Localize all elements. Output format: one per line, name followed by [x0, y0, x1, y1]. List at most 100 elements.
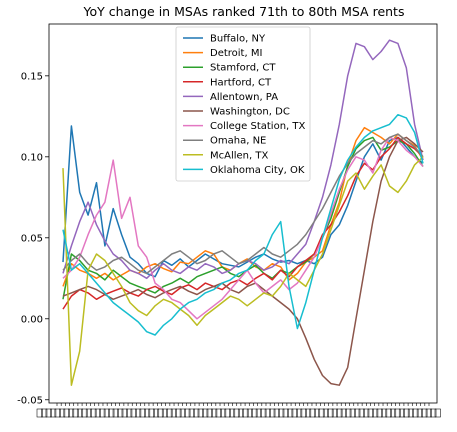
- x-tick-label-glyph: [363, 408, 370, 418]
- x-tick-label-glyph: [390, 408, 397, 418]
- x-tick-label-glyph: [255, 408, 262, 418]
- x-tick-label-glyph: [59, 408, 66, 418]
- x-tick-label-glyph: [81, 408, 88, 418]
- x-tick-label-glyph: [273, 408, 280, 418]
- x-tick-label-glyph: [108, 408, 115, 418]
- x-tick-label-glyph: [68, 408, 75, 418]
- x-tick-label-glyph: [318, 408, 325, 418]
- x-tick-label-glyph: [367, 408, 374, 418]
- x-tick-label-glyph: [376, 408, 383, 418]
- x-tick-label-glyph: [36, 408, 43, 418]
- x-tick-label-glyph: [264, 408, 271, 418]
- series-line-10: [62, 113, 424, 336]
- x-tick-label-glyph: [148, 408, 155, 418]
- x-tick-label-glyph: [331, 408, 338, 418]
- x-tick-label-glyph: [99, 408, 106, 418]
- series-layer: [62, 39, 424, 386]
- x-tick-label-glyph: [41, 408, 48, 418]
- x-tick-label-glyph: [345, 408, 352, 418]
- y-tick-label: 0.00: [21, 314, 43, 325]
- x-tick-label-glyph: [291, 408, 298, 418]
- x-tick-label-glyph: [112, 408, 119, 418]
- x-tick-label-glyph: [50, 408, 57, 418]
- legend-label: Washington, DC: [210, 107, 290, 118]
- series-line-6: [62, 136, 424, 386]
- x-tick-label-glyph: [90, 408, 97, 418]
- y-tick-label: -0.05: [17, 395, 43, 406]
- x-tick-label-glyph: [412, 408, 419, 418]
- x-tick-label-glyph: [188, 408, 195, 418]
- x-tick-label-glyph: [282, 408, 289, 418]
- x-tick-label-glyph: [152, 408, 160, 418]
- x-tick-label-glyph: [407, 408, 414, 418]
- axes-layer: -0.05 0.00 0.05 0.10 0.15: [17, 23, 441, 418]
- chart-title: YoY change in MSAs ranked 71th to 80th M…: [83, 4, 405, 19]
- series-line-3: [62, 136, 424, 300]
- x-tick-label-glyph: [246, 408, 253, 418]
- legend-label: Detroit, MI: [210, 48, 262, 59]
- y-tick-label: 0.05: [21, 233, 43, 244]
- x-tick-label-glyph: [126, 408, 133, 418]
- x-tick-label-glyph: [381, 408, 388, 418]
- x-tick-label-glyph: [237, 408, 245, 418]
- x-tick-label-glyph: [372, 408, 379, 418]
- x-tick-label-glyph: [45, 408, 52, 418]
- x-tick-label-glyph: [327, 408, 334, 418]
- legend-label: McAllen, TX: [210, 150, 268, 161]
- series-line-7: [62, 136, 424, 320]
- x-tick-label-glyph: [157, 408, 164, 418]
- x-tick-label-glyph: [72, 408, 79, 418]
- x-tick-label-glyph: [296, 408, 303, 418]
- legend-label: Stamford, CT: [210, 63, 276, 74]
- x-tick-label-glyph: [425, 408, 432, 418]
- x-tick-label-glyph: [170, 408, 177, 418]
- x-tick-label-glyph: [94, 408, 101, 418]
- x-tick-label-glyph: [211, 408, 218, 418]
- legend-label: Omaha, NE: [210, 136, 266, 147]
- x-tick-label-glyph: [202, 408, 209, 418]
- x-tick-label-glyph: [421, 408, 428, 418]
- x-tick-label-glyph: [305, 408, 312, 418]
- x-tick-label-glyph: [403, 408, 410, 418]
- x-tick-label-glyph: [166, 408, 173, 418]
- x-tick-label-glyph: [233, 408, 240, 418]
- x-tick-label-glyph: [117, 408, 124, 418]
- x-tick-label-glyph: [394, 408, 401, 418]
- x-tick-label-glyph: [229, 408, 236, 418]
- x-tick-label-glyph: [161, 408, 168, 418]
- x-tick-label-glyph: [63, 408, 70, 418]
- x-tick-label-glyph: [242, 408, 249, 418]
- x-tick-label-glyph: [349, 408, 356, 418]
- y-tick-label: 0.15: [21, 71, 43, 82]
- x-tick-label-glyph: [103, 408, 110, 418]
- x-tick-label-glyph: [340, 408, 347, 418]
- series-line-9: [62, 156, 424, 386]
- x-tick-label-glyph: [175, 408, 182, 418]
- legend-label: College Station, TX: [210, 121, 306, 132]
- x-tick-label-glyph: [220, 408, 227, 418]
- y-tick-label: 0.10: [21, 152, 43, 163]
- x-tick-label-glyph: [54, 408, 61, 418]
- x-tick-label-glyph: [278, 408, 285, 418]
- x-tick-label-glyph: [260, 408, 267, 418]
- x-tick-label-glyph: [179, 408, 186, 418]
- x-tick-label-glyph: [193, 408, 200, 418]
- x-tick-label-glyph: [354, 408, 361, 418]
- x-tick-label-glyph: [358, 408, 365, 418]
- axes-frame: [48, 23, 438, 404]
- x-tick-label-glyph: [135, 408, 142, 418]
- x-tick-label-glyph: [336, 408, 343, 418]
- x-tick-label-glyph: [322, 408, 329, 418]
- x-tick-labels: [36, 408, 441, 418]
- x-tick-label-glyph: [184, 408, 191, 418]
- x-tick-label-glyph: [130, 408, 137, 418]
- x-tick-label-glyph: [215, 408, 222, 418]
- x-tick-label-glyph: [434, 408, 441, 418]
- x-tick-label-glyph: [85, 408, 92, 418]
- x-tick-label-glyph: [144, 408, 151, 418]
- x-tick-label-glyph: [76, 408, 84, 418]
- x-tick-label-glyph: [309, 408, 316, 418]
- legend-box: [175, 26, 311, 182]
- x-tick-label-glyph: [251, 408, 258, 418]
